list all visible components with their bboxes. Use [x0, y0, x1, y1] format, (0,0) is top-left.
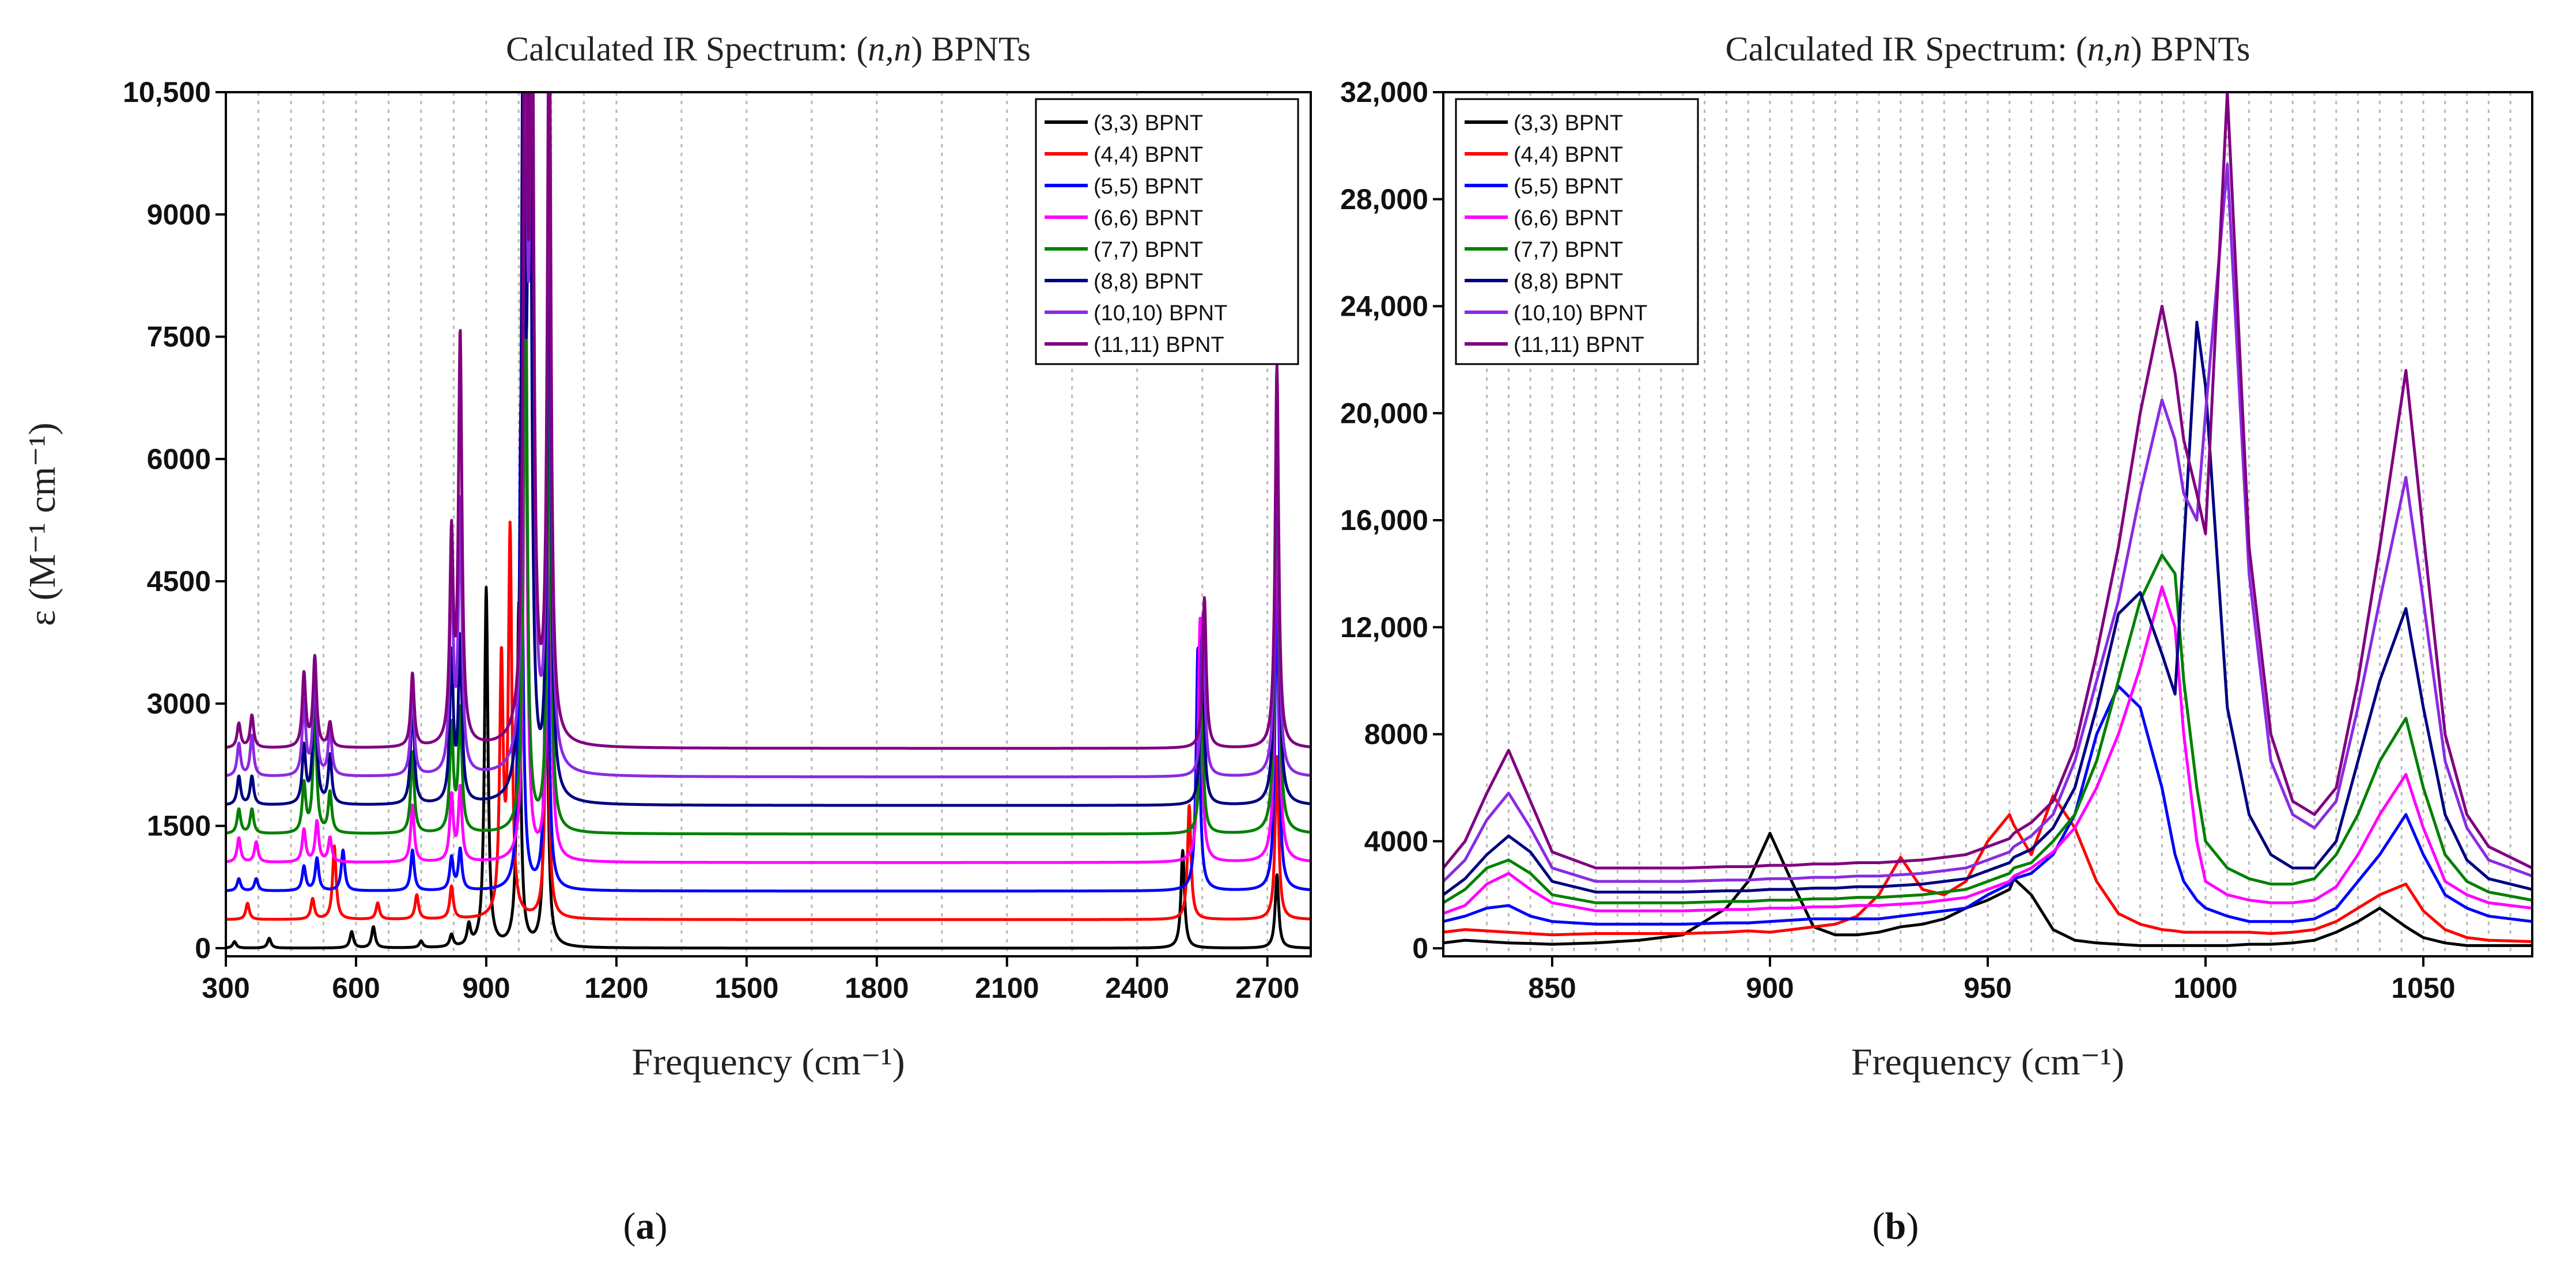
y-tick-label: 9000 — [147, 198, 211, 230]
x-tick-label: 850 — [1528, 972, 1576, 1004]
legend: (3,3) BPNT (4,4) BPNT (5,5) BPNT (6,6) BPNT… — [1035, 98, 1299, 365]
legend-label: (6,6) BPNT — [1094, 206, 1203, 230]
series-line — [1443, 794, 2532, 943]
series-line — [1443, 92, 2532, 870]
caption-b: (b) — [1873, 1205, 1919, 1247]
y-tick-label: 0 — [1412, 932, 1428, 964]
y-axis-label: ε (M⁻¹ cm⁻¹) — [21, 422, 63, 626]
x-tick-label: 2100 — [975, 972, 1039, 1004]
plot-frame — [225, 91, 1312, 957]
x-tick-label: 1500 — [714, 972, 778, 1004]
x-axis-label: Frequency (cm⁻¹) — [1851, 1041, 2124, 1083]
legend-box — [1455, 98, 1699, 365]
legend-label: (11,11) BPNT — [1094, 333, 1224, 357]
legend-label: (4,4) BPNT — [1514, 143, 1623, 167]
y-tick-label: 10,500 — [123, 76, 211, 108]
legend-label: (11,11) BPNT — [1514, 333, 1644, 357]
series-line — [1443, 684, 2532, 926]
y-axis: 0 4000 8000 12,000 16,000 20,000 24,000 28,000 3… — [1340, 76, 1443, 964]
x-tick-label: 300 — [202, 972, 249, 1004]
chart-title: Calculated IR Spectrum: (n,n) BPNTs — [1726, 30, 2250, 68]
series-line — [1443, 553, 2532, 904]
x-tick-label: 1200 — [584, 972, 648, 1004]
legend-label: (3,3) BPNT — [1094, 111, 1203, 135]
x-axis: 300 600 900 1200 1500 1800 2100 2400 2700 — [202, 956, 1299, 1004]
x-tick-label: 2400 — [1105, 972, 1169, 1004]
x-axis-label: Frequency (cm⁻¹) — [631, 1041, 905, 1083]
y-tick-label: 24,000 — [1340, 290, 1428, 323]
y-tick-label: 12,000 — [1340, 611, 1428, 643]
series-line — [1443, 320, 2532, 896]
legend-label: (3,3) BPNT — [1514, 111, 1623, 135]
series-line — [226, 520, 1311, 921]
series-line — [226, 92, 1311, 807]
legend-label: (10,10) BPNT — [1094, 301, 1227, 325]
y-tick-label: 1500 — [147, 810, 211, 842]
y-tick-label: 7500 — [147, 321, 211, 353]
legend-label: (4,4) BPNT — [1094, 143, 1203, 167]
series-line — [226, 92, 1311, 778]
y-tick-label: 3000 — [147, 687, 211, 720]
legend-label: (8,8) BPNT — [1094, 270, 1203, 294]
y-tick-label: 20,000 — [1340, 397, 1428, 429]
y-tick-label: 16,000 — [1340, 504, 1428, 536]
series-line — [226, 290, 1311, 864]
series-line — [226, 586, 1311, 950]
panel-a-chart: 300 600 900 1200 1500 1800 2100 2400 27000150030… — [21, 30, 1312, 1083]
x-tick-label: 900 — [462, 972, 510, 1004]
legend-box — [1035, 98, 1299, 365]
y-tick-label: 0 — [195, 932, 211, 964]
legend: (3,3) BPNT (4,4) BPNT (5,5) BPNT (6,6) BPNT… — [1455, 98, 1699, 365]
x-tick-label: 950 — [1964, 972, 2011, 1004]
x-tick-label: 900 — [1746, 972, 1794, 1004]
y-tick-label: 8000 — [1364, 718, 1428, 751]
y-axis: 0 1500 3000 4500 6000 7500 9000 10,500 — [123, 76, 226, 964]
series-line — [226, 180, 1311, 836]
y-tick-label: 32,000 — [1340, 76, 1428, 108]
y-tick-label: 4500 — [147, 565, 211, 597]
series-line — [1443, 585, 2532, 915]
panel-b-chart: 850 900 950 1000 1050 0 4000 8000 12,000 16,000 20… — [1340, 30, 2533, 1083]
x-tick-label: 1800 — [845, 972, 909, 1004]
legend-label: (8,8) BPNT — [1514, 270, 1623, 294]
x-tick-label: 1050 — [2391, 972, 2455, 1004]
series-line — [1443, 162, 2532, 883]
legend-label: (5,5) BPNT — [1514, 175, 1623, 199]
caption-a: (a) — [623, 1205, 668, 1247]
legend-label: (7,7) BPNT — [1514, 238, 1623, 262]
plot-area — [1443, 92, 2532, 947]
x-tick-label: 1000 — [2173, 972, 2237, 1004]
series-line — [226, 399, 1311, 893]
legend-label: (7,7) BPNT — [1094, 238, 1203, 262]
y-tick-label: 6000 — [147, 443, 211, 475]
legend-label: (6,6) BPNT — [1514, 206, 1623, 230]
plot-area — [226, 92, 1311, 950]
y-tick-label: 4000 — [1364, 825, 1428, 857]
x-tick-label: 2700 — [1235, 972, 1299, 1004]
legend-label: (5,5) BPNT — [1094, 175, 1203, 199]
y-tick-label: 28,000 — [1340, 183, 1428, 215]
x-axis: 850 900 950 1000 1050 — [1528, 956, 2456, 1004]
chart-title: Calculated IR Spectrum: (n,n) BPNTs — [506, 30, 1031, 68]
x-tick-label: 600 — [332, 972, 380, 1004]
series-line — [226, 92, 1311, 750]
legend-label: (10,10) BPNT — [1514, 301, 1647, 325]
